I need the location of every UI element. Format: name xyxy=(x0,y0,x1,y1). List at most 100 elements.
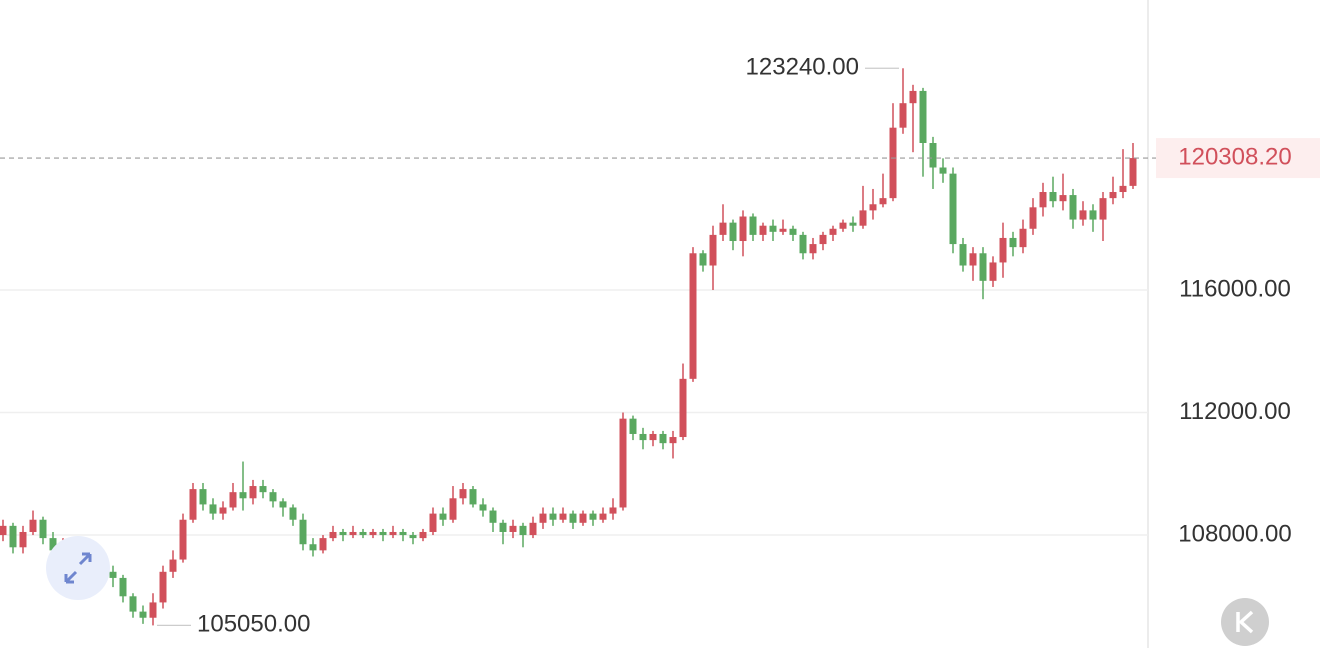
candle-body xyxy=(789,228,797,235)
candle-body xyxy=(339,531,347,536)
candle-body xyxy=(979,253,987,281)
candle-body xyxy=(619,418,627,508)
candle-body xyxy=(889,127,897,199)
candle-body xyxy=(849,222,857,226)
candle-body xyxy=(479,504,487,511)
candle-body xyxy=(989,262,997,281)
min-label: 105050.00 xyxy=(197,611,310,638)
candle-body xyxy=(669,437,677,444)
candle-body xyxy=(559,513,567,520)
candle-body xyxy=(649,433,657,441)
candle-body xyxy=(459,489,467,499)
zoom-button[interactable] xyxy=(46,536,110,600)
candle-body xyxy=(1009,237,1017,248)
candle-body xyxy=(609,507,617,514)
candle-body xyxy=(679,378,687,438)
zoom-icon xyxy=(64,552,92,584)
candle-body xyxy=(509,525,517,532)
y-tick-label: 112000.00 xyxy=(1179,398,1291,425)
candle-body xyxy=(1129,158,1137,186)
candle-body xyxy=(379,531,387,536)
candle-body xyxy=(49,538,57,551)
candle-body xyxy=(779,228,787,232)
candle-body xyxy=(279,501,287,508)
candle-body xyxy=(289,507,297,520)
candle-body xyxy=(39,519,47,539)
candle-body xyxy=(939,167,947,174)
candle-body xyxy=(999,237,1007,263)
candle-body xyxy=(119,577,127,597)
candle-body xyxy=(829,228,837,235)
candle-body xyxy=(249,486,257,499)
candle-body xyxy=(909,90,917,104)
candle-body xyxy=(949,173,957,245)
candle-body xyxy=(219,507,227,514)
candle-body xyxy=(689,253,697,379)
candle-body xyxy=(489,510,497,523)
candle-body xyxy=(329,531,337,539)
collapse-button[interactable] xyxy=(1221,598,1269,646)
candle-body xyxy=(919,90,927,144)
candle-body xyxy=(1079,210,1087,220)
candle-body xyxy=(739,216,747,242)
candle-body xyxy=(629,418,637,434)
candle-body xyxy=(839,222,847,229)
candle-body xyxy=(29,519,37,532)
candle-body xyxy=(639,433,647,441)
candle-body xyxy=(259,486,267,493)
candle-body xyxy=(139,611,147,618)
candle-body xyxy=(929,143,937,168)
candle-body xyxy=(719,222,727,235)
candle-body xyxy=(9,525,17,548)
candle-body xyxy=(759,225,767,235)
candle-body xyxy=(869,204,877,211)
candle-body xyxy=(1029,207,1037,229)
candle-body xyxy=(169,559,177,572)
candle-body xyxy=(129,596,137,612)
candle-body xyxy=(1109,192,1117,199)
candle-body xyxy=(149,602,157,618)
candle-body xyxy=(899,103,907,128)
candle-body xyxy=(349,531,357,536)
candle-body xyxy=(319,538,327,551)
candle-body xyxy=(589,513,597,520)
candle-body xyxy=(359,531,367,536)
candle-body xyxy=(809,244,817,254)
last-price-label: 120308.20 xyxy=(1178,143,1291,170)
last-price-tag xyxy=(1156,138,1320,179)
candle-body xyxy=(429,513,437,532)
candle-body xyxy=(819,234,827,245)
candle-body xyxy=(549,513,557,520)
candle-body xyxy=(439,513,447,520)
candle-body xyxy=(969,253,977,266)
candle-body xyxy=(469,489,477,505)
candle-body xyxy=(1069,195,1077,220)
candle-body xyxy=(229,492,237,508)
candle-body xyxy=(709,234,717,266)
candle-body xyxy=(269,492,277,502)
candle-body xyxy=(1049,192,1057,202)
collapse-button-bg xyxy=(1221,598,1269,646)
candle-body xyxy=(1039,192,1047,208)
y-tick-label: 108000.00 xyxy=(1178,520,1291,547)
candle-body xyxy=(209,504,217,514)
candle-body xyxy=(179,519,187,560)
candle-body xyxy=(1099,198,1107,220)
candle-body xyxy=(189,489,197,520)
candle-body xyxy=(449,498,457,520)
candle-body xyxy=(699,253,707,266)
candle-body xyxy=(659,433,667,444)
zoom-button-bg xyxy=(46,536,110,600)
candle-body xyxy=(409,535,417,539)
candle-body xyxy=(799,234,807,254)
candle-body xyxy=(239,492,247,499)
candle-body xyxy=(499,522,507,532)
candle-body xyxy=(529,522,537,536)
collapse-icon xyxy=(1236,610,1254,634)
candle-body xyxy=(1019,228,1027,248)
candle-body xyxy=(199,489,207,505)
candle-body xyxy=(959,244,967,266)
candle-body xyxy=(399,531,407,536)
candle-body xyxy=(1089,210,1097,220)
candle-body xyxy=(729,222,737,242)
